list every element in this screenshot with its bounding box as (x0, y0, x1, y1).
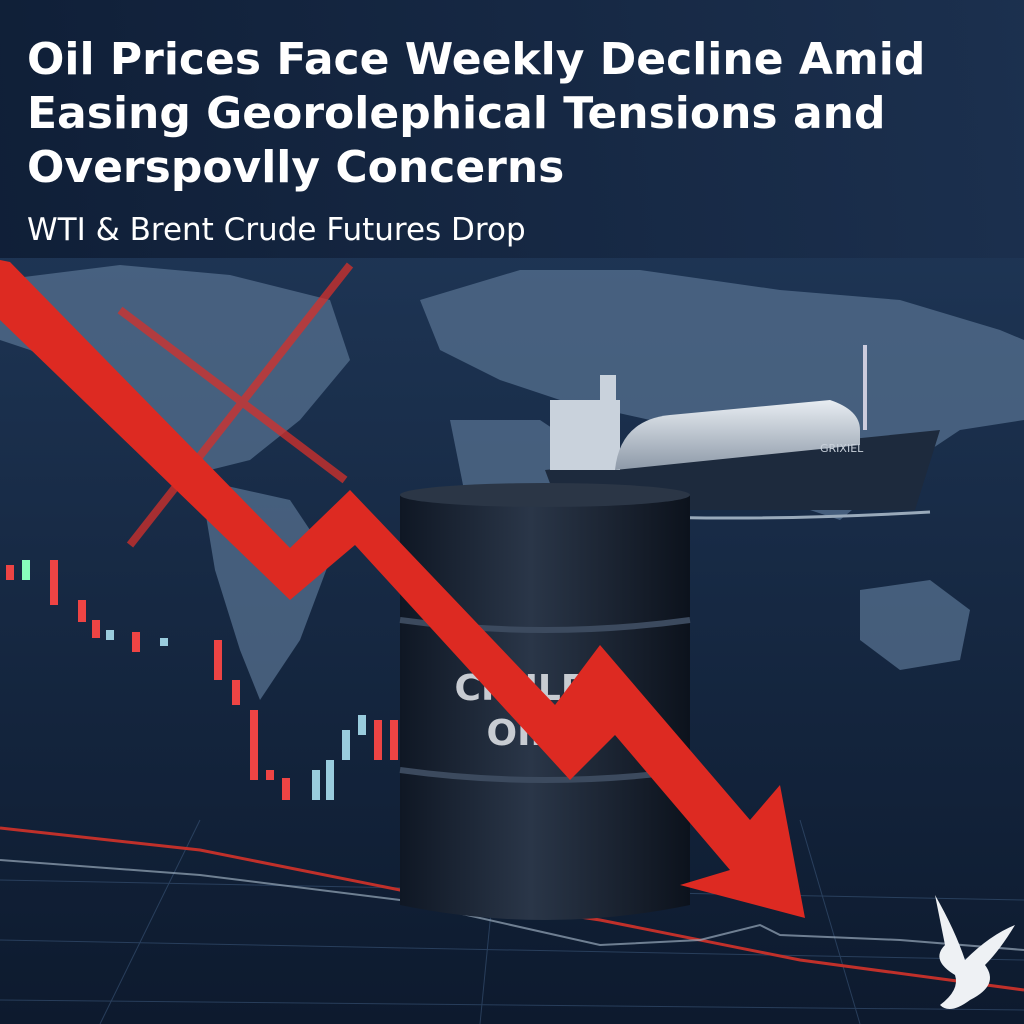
red-x (117, 262, 354, 548)
title-line: Easing Georolephical Tensions and (27, 88, 885, 139)
down-arrow (0, 260, 805, 918)
title-line: Overspovlly Concerns (27, 142, 564, 193)
dove (935, 895, 1015, 1009)
candlesticks (6, 560, 398, 800)
header-band (0, 0, 1024, 258)
ship-name: GRIXIEL (820, 442, 864, 455)
white-line (0, 859, 1024, 951)
subtitle: WTI & Brent Crude Futures Drop (27, 212, 526, 248)
title-line: Oil Prices Face Weekly Decline Amid (27, 34, 925, 85)
